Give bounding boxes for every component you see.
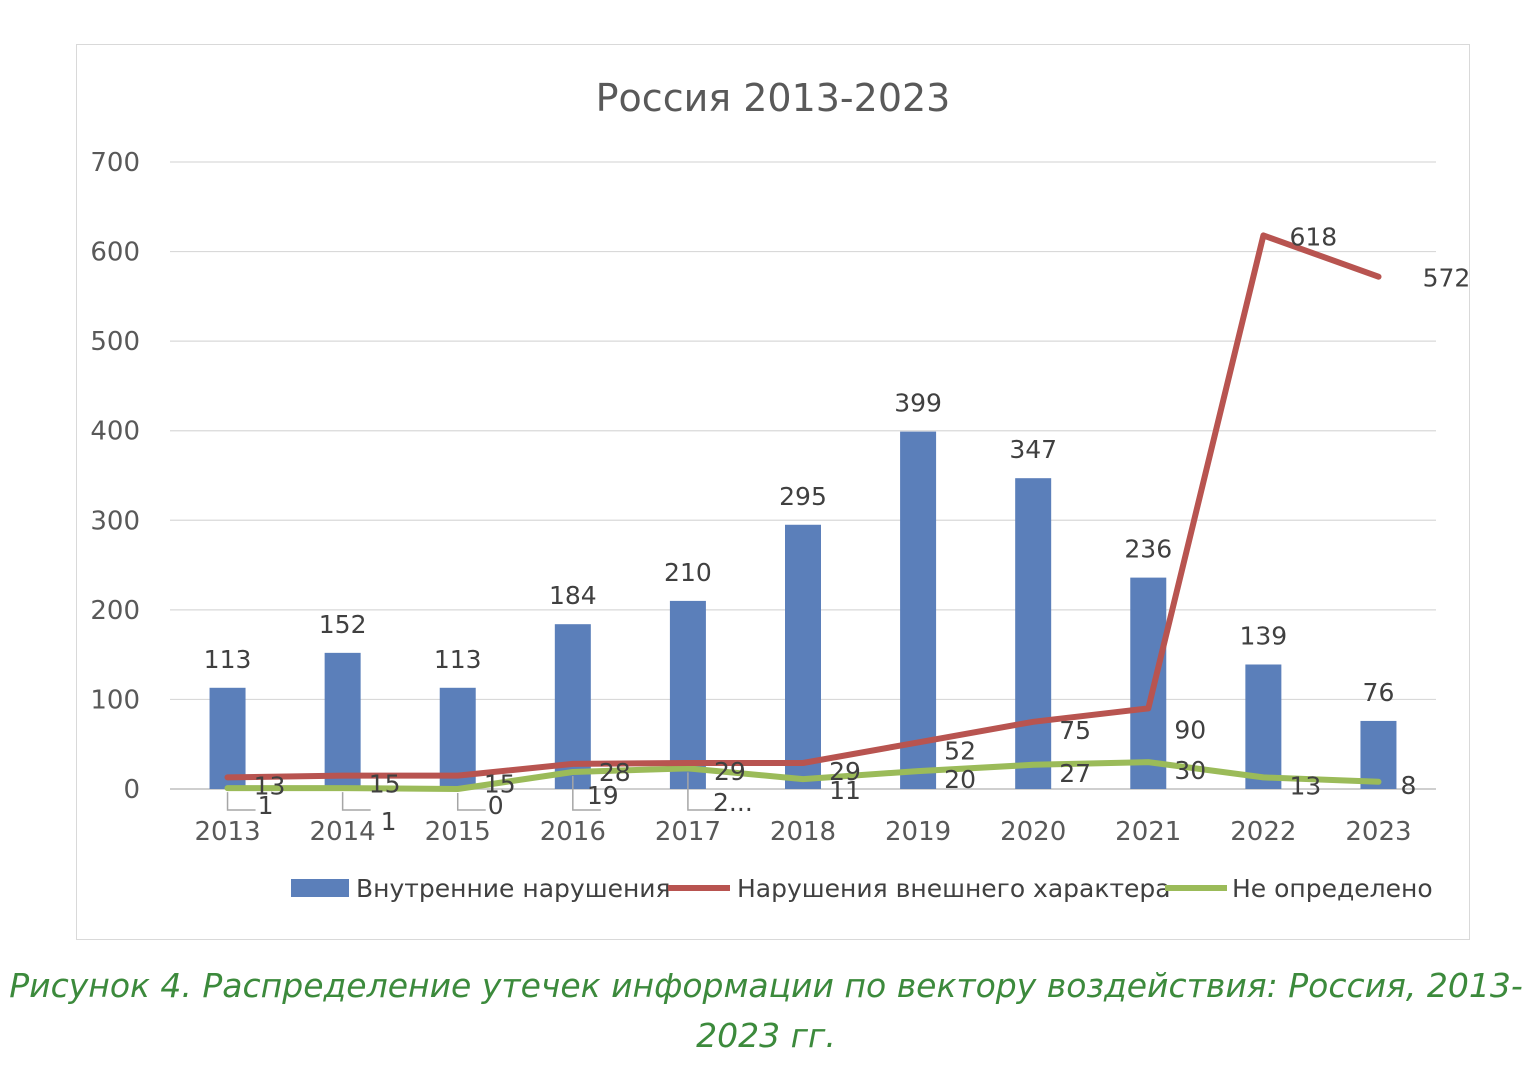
y-tick-label: 300 <box>90 506 140 536</box>
line-undetermined-data-label: 11 <box>829 776 861 805</box>
y-tick-label: 400 <box>90 417 140 447</box>
bar-internal-2019 <box>900 431 937 789</box>
x-tick-label: 2021 <box>1115 817 1181 847</box>
y-tick-label: 500 <box>90 327 140 357</box>
bar-internal-2017 <box>669 600 706 789</box>
bar-data-label: 113 <box>434 645 482 674</box>
bar-internal-2022 <box>1245 664 1282 789</box>
line-undetermined-data-label: 13 <box>1289 771 1321 800</box>
line-external-data-label: 13 <box>254 771 286 800</box>
line-undetermined-data-label: 20 <box>944 765 976 794</box>
line-undetermined-data-label: 1 <box>381 807 397 836</box>
legend-label-external: Нарушения внешнего характера <box>737 874 1171 903</box>
legend-label-internal: Внутренние нарушения <box>356 874 671 903</box>
chart-title: Россия 2013-2023 <box>595 76 951 120</box>
leader-line <box>687 772 716 811</box>
x-tick-label: 2019 <box>885 817 951 847</box>
leader-line <box>341 792 371 811</box>
x-tick-label: 2020 <box>1000 817 1066 847</box>
bar-data-label: 210 <box>664 558 712 587</box>
line-undetermined-data-label: 0 <box>488 791 504 820</box>
bar-data-label: 139 <box>1240 621 1288 650</box>
legend-label-undetermined: Не определено <box>1232 874 1433 903</box>
x-tick-label: 2013 <box>194 817 260 847</box>
line-undetermined-data-label: 19 <box>587 781 619 810</box>
line-external <box>224 232 1382 781</box>
line-external-data-label: 52 <box>944 736 976 765</box>
line-external-data-label: 29 <box>829 757 861 786</box>
line-external-data-label: 28 <box>599 758 631 787</box>
leader-line <box>456 793 486 811</box>
y-tick-label: 200 <box>90 596 140 626</box>
y-tick-label: 0 <box>123 775 140 805</box>
x-tick-label: 2015 <box>425 817 491 847</box>
bar-data-label: 184 <box>549 581 597 610</box>
x-tick-label: 2023 <box>1345 817 1411 847</box>
line-undetermined-data-label: 1 <box>258 791 274 820</box>
line-external-data-label: 618 <box>1290 222 1338 251</box>
x-tick-label: 2014 <box>310 817 376 847</box>
figure-caption-line-1: Рисунок 4. Распределение утечек информац… <box>9 966 1523 1005</box>
line-external-data-label: 90 <box>1174 715 1206 744</box>
bar-data-label: 76 <box>1363 678 1395 707</box>
line-external-data-label: 75 <box>1059 716 1091 745</box>
line-undetermined-data-label: 8 <box>1401 771 1417 800</box>
bar-internal-2020 <box>1015 478 1052 789</box>
bar-data-label: 113 <box>204 645 252 674</box>
line-undetermined-data-label: 27 <box>1059 759 1091 788</box>
leader-line <box>572 775 601 811</box>
line-external-data-label: 15 <box>369 770 401 799</box>
line-undetermined-data-label: 30 <box>1174 756 1206 785</box>
leader-line <box>226 792 256 811</box>
bar-data-label: 295 <box>779 482 827 511</box>
figure-caption-line-2: 2023 гг. <box>696 1016 836 1055</box>
bar-internal-2014 <box>324 652 361 789</box>
y-tick-label: 100 <box>90 685 140 715</box>
line-undetermined <box>224 759 1382 792</box>
bar-internal-2018 <box>785 524 821 789</box>
bar-data-label: 152 <box>319 610 367 639</box>
x-tick-label: 2016 <box>540 817 606 847</box>
bar-data-label: 399 <box>894 389 942 418</box>
x-tick-label: 2018 <box>770 817 836 847</box>
y-tick-label: 700 <box>90 148 140 178</box>
bar-data-label: 347 <box>1009 435 1057 464</box>
line-external-data-label: 29 <box>714 757 746 786</box>
bar-internal-2021 <box>1130 577 1167 789</box>
line-external-data-label: 572 <box>1423 264 1471 293</box>
line-external-data-label: 15 <box>484 770 516 799</box>
line-undetermined-data-label: 2... <box>713 788 753 817</box>
x-tick-label: 2022 <box>1230 817 1296 847</box>
bar-data-label: 236 <box>1124 535 1172 564</box>
x-tick-label: 2017 <box>655 817 721 847</box>
bar-internal-2013 <box>209 687 246 789</box>
y-tick-label: 600 <box>90 238 140 268</box>
bar-internal-2023 <box>1360 720 1397 789</box>
legend-swatch-internal <box>291 879 349 897</box>
